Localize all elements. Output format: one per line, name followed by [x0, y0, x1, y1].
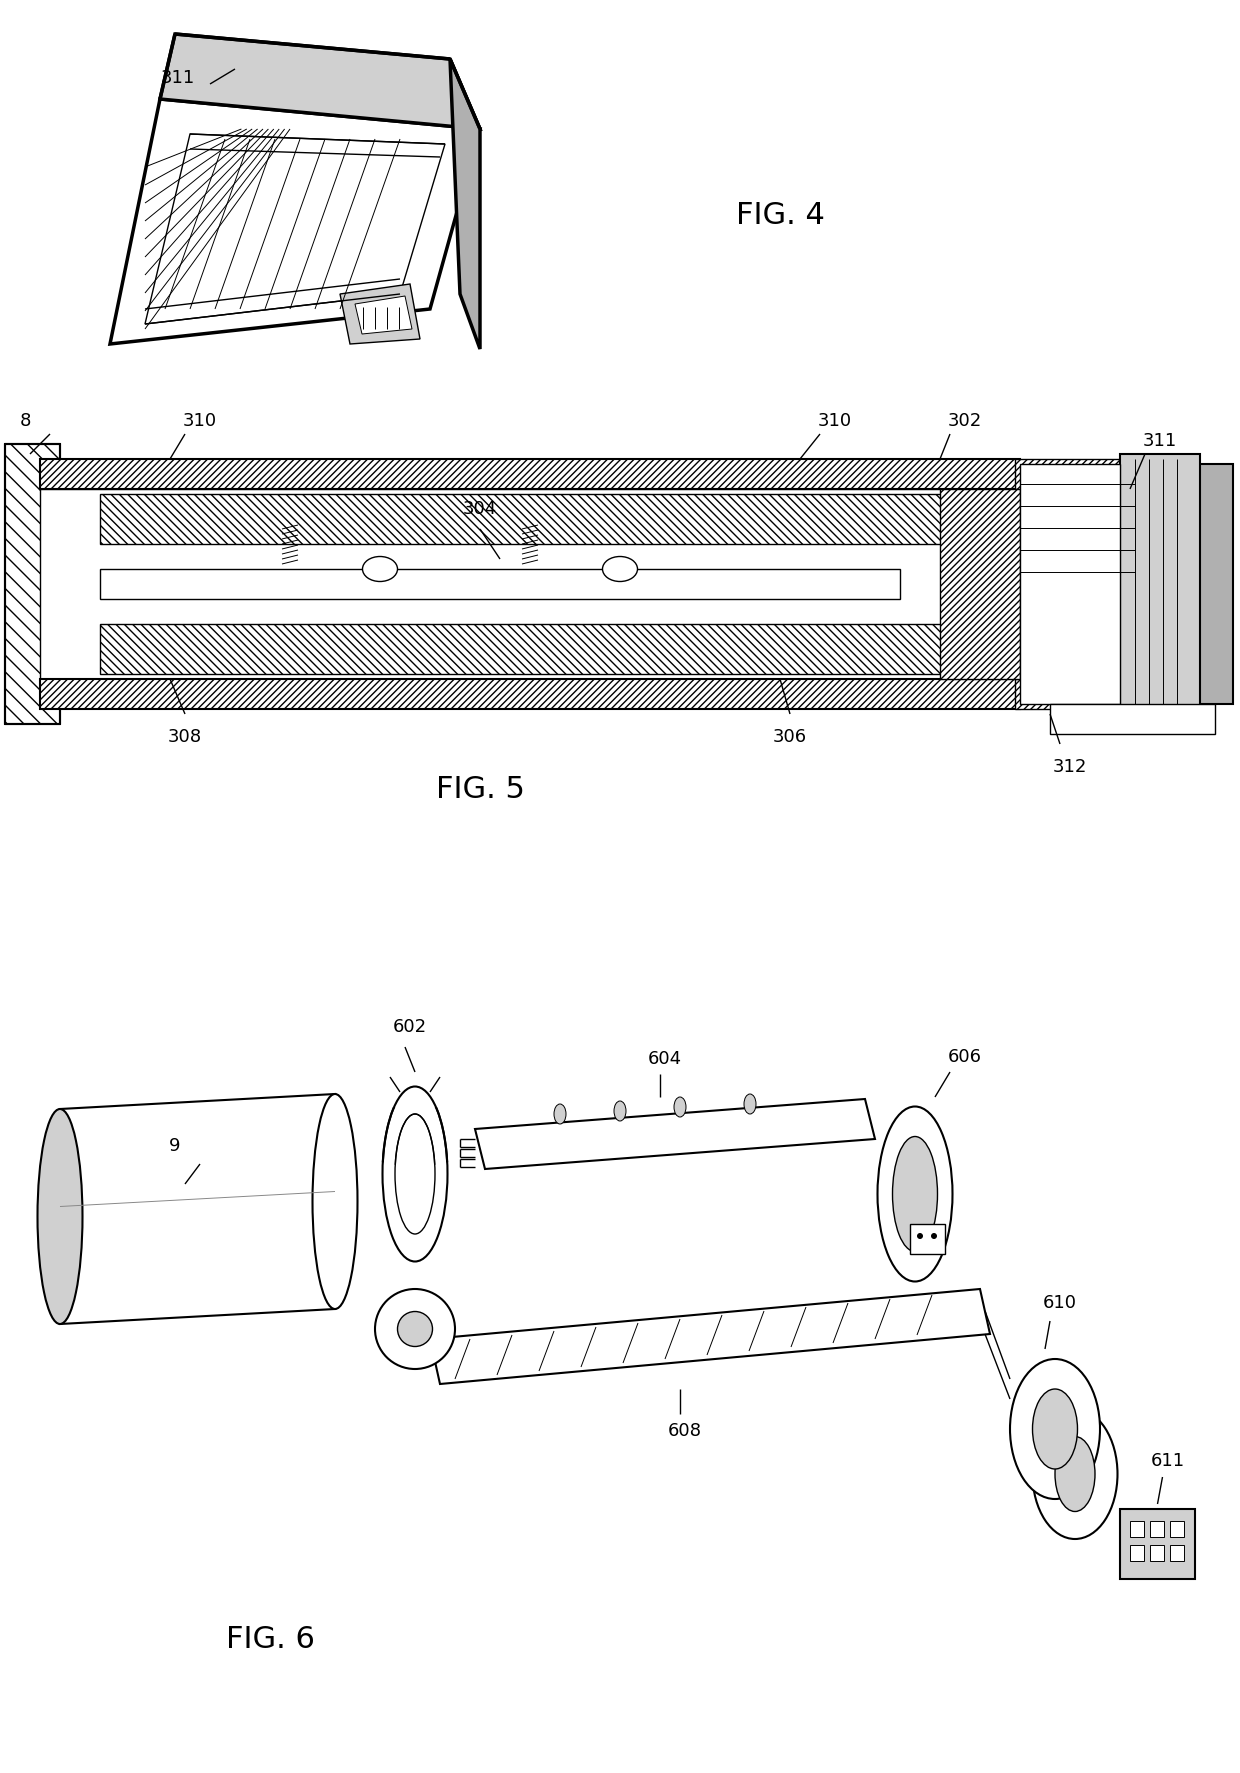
- Ellipse shape: [1033, 1390, 1078, 1470]
- Text: 611: 611: [1151, 1450, 1184, 1470]
- Bar: [5, 445, 60, 725]
- Text: 312: 312: [1053, 757, 1087, 775]
- Ellipse shape: [1011, 1360, 1100, 1500]
- Bar: [1198, 465, 1233, 704]
- Ellipse shape: [312, 1094, 357, 1308]
- Text: FIG. 5: FIG. 5: [435, 775, 525, 803]
- Polygon shape: [340, 285, 420, 344]
- Bar: [1120, 1509, 1195, 1580]
- Bar: [384, 1082, 445, 1108]
- Polygon shape: [450, 60, 480, 349]
- Text: FIG. 6: FIG. 6: [226, 1624, 315, 1654]
- Ellipse shape: [398, 1312, 433, 1347]
- Text: 311: 311: [1143, 433, 1177, 450]
- Text: 604: 604: [649, 1050, 682, 1067]
- Bar: [40, 489, 1021, 679]
- Bar: [40, 459, 1021, 489]
- Text: 610: 610: [1043, 1293, 1078, 1312]
- Polygon shape: [160, 35, 480, 129]
- Polygon shape: [355, 296, 412, 335]
- Ellipse shape: [614, 1101, 626, 1121]
- Polygon shape: [145, 135, 445, 324]
- Text: 306: 306: [773, 727, 807, 746]
- Text: 310: 310: [818, 411, 852, 429]
- Polygon shape: [60, 1094, 335, 1324]
- Ellipse shape: [396, 1115, 435, 1234]
- Bar: [940, 489, 1021, 679]
- Ellipse shape: [893, 1136, 937, 1252]
- Bar: [1149, 1521, 1164, 1537]
- Text: 602: 602: [393, 1018, 427, 1035]
- Ellipse shape: [382, 1087, 448, 1262]
- Bar: [100, 495, 960, 544]
- Text: 606: 606: [949, 1048, 982, 1066]
- Ellipse shape: [1055, 1436, 1095, 1512]
- Text: 8: 8: [20, 411, 31, 429]
- Text: 302: 302: [947, 411, 982, 429]
- Text: 304: 304: [463, 500, 497, 518]
- Bar: [40, 679, 1021, 709]
- Bar: [1016, 459, 1145, 489]
- Ellipse shape: [374, 1289, 455, 1369]
- Bar: [100, 569, 900, 599]
- Ellipse shape: [675, 1097, 686, 1117]
- Text: 310: 310: [184, 411, 217, 429]
- Ellipse shape: [931, 1234, 937, 1239]
- Bar: [1130, 1521, 1145, 1537]
- Ellipse shape: [603, 557, 637, 582]
- Bar: [1171, 1544, 1184, 1560]
- Text: 311: 311: [161, 69, 195, 87]
- Bar: [1130, 1544, 1145, 1560]
- Bar: [1050, 704, 1215, 734]
- Polygon shape: [430, 1289, 990, 1385]
- Text: 308: 308: [167, 727, 202, 746]
- Ellipse shape: [878, 1106, 952, 1282]
- Text: FIG. 4: FIG. 4: [735, 200, 825, 229]
- Bar: [1149, 1544, 1164, 1560]
- Bar: [1016, 679, 1145, 709]
- Ellipse shape: [918, 1234, 923, 1239]
- Bar: [100, 624, 960, 674]
- Ellipse shape: [37, 1110, 83, 1324]
- Polygon shape: [110, 99, 480, 344]
- Polygon shape: [475, 1099, 875, 1170]
- Bar: [910, 1225, 945, 1254]
- Ellipse shape: [1033, 1410, 1117, 1539]
- Ellipse shape: [744, 1094, 756, 1115]
- Bar: [1171, 1521, 1184, 1537]
- Bar: [1021, 465, 1120, 704]
- Text: 608: 608: [668, 1422, 702, 1440]
- Ellipse shape: [362, 557, 398, 582]
- Text: 9: 9: [169, 1136, 181, 1154]
- Bar: [1120, 454, 1200, 715]
- Ellipse shape: [554, 1105, 565, 1124]
